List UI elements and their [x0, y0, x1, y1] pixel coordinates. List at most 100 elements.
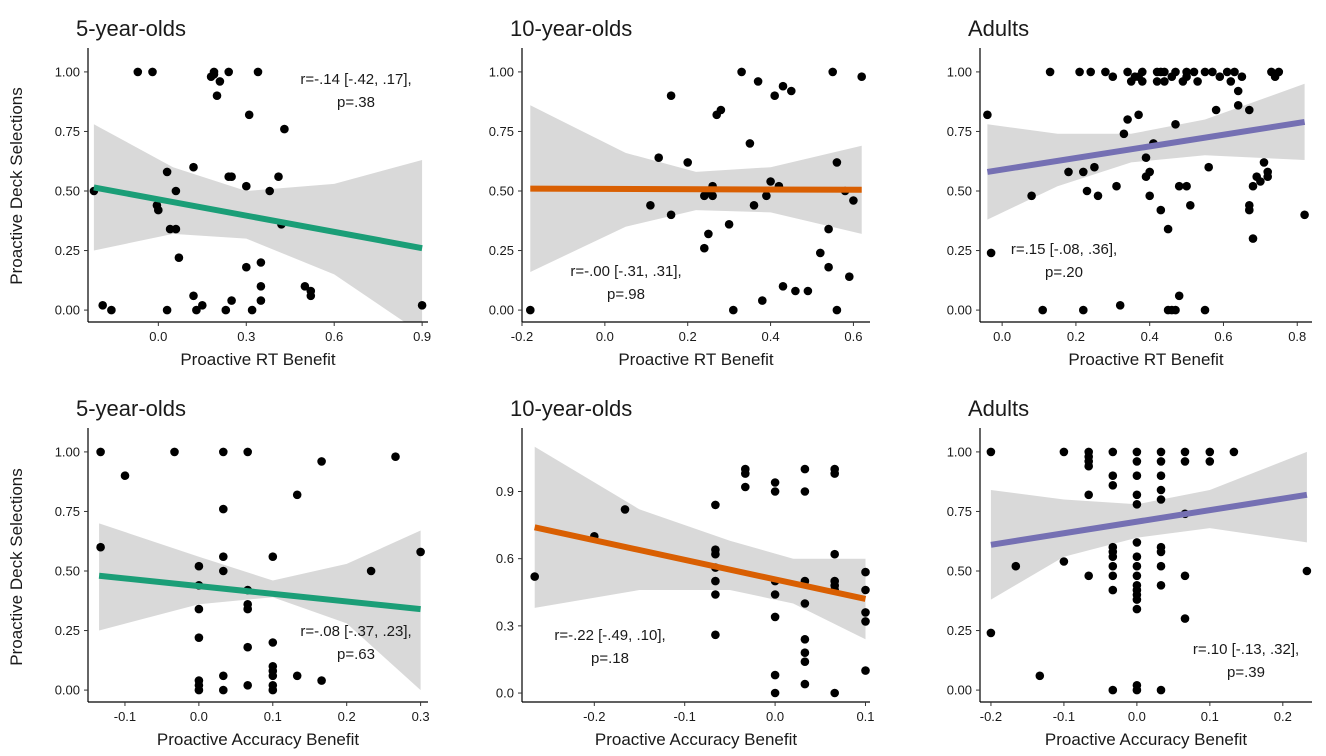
- data-point: [248, 306, 257, 315]
- data-point: [987, 249, 996, 258]
- data-point: [711, 631, 720, 640]
- regression-line: [530, 189, 861, 190]
- data-point: [1109, 572, 1118, 581]
- data-point: [213, 91, 222, 100]
- data-point: [274, 172, 283, 181]
- data-point: [801, 657, 810, 666]
- correlation-annotation: p=.38: [337, 94, 375, 111]
- data-point: [861, 617, 870, 626]
- correlation-annotation: r=-.00 [-.31, .31],: [570, 263, 681, 280]
- y-tick-label: 1.00: [947, 64, 972, 79]
- data-point: [1133, 572, 1142, 581]
- data-point: [1060, 557, 1069, 566]
- chart-panel-1: 0.00 0.25 0.50 0.75 1.00 0.0 0.3 0.6 0.9 5-year-o…: [55, 16, 431, 369]
- data-point: [770, 91, 779, 100]
- data-point: [222, 306, 231, 315]
- data-point: [189, 292, 198, 301]
- x-tick-label: 0.2: [1067, 329, 1085, 344]
- x-tick-label: 0.0: [190, 709, 208, 724]
- data-point: [192, 306, 201, 315]
- panel-title: 5-year-olds: [76, 16, 186, 41]
- plot-area: [90, 68, 427, 334]
- data-point: [801, 465, 810, 474]
- data-point: [845, 272, 854, 281]
- panel-title: 10-year-olds: [510, 16, 632, 41]
- data-point: [746, 139, 755, 148]
- data-point: [175, 253, 184, 262]
- data-point: [1133, 500, 1142, 509]
- data-point: [1160, 77, 1169, 86]
- x-axis-label: Proactive RT Benefit: [618, 350, 774, 369]
- data-point: [779, 82, 788, 91]
- data-point: [711, 590, 720, 599]
- data-point: [771, 671, 780, 680]
- data-point: [1109, 481, 1118, 490]
- data-point: [1263, 172, 1272, 181]
- confidence-ribbon: [535, 447, 866, 640]
- data-point: [704, 230, 713, 239]
- data-point: [1171, 120, 1180, 129]
- data-point: [227, 296, 236, 305]
- data-point: [224, 68, 233, 77]
- data-point: [1245, 106, 1254, 115]
- data-point: [1171, 306, 1180, 315]
- data-point: [163, 168, 172, 177]
- plot-area: [96, 448, 425, 695]
- data-point: [1275, 68, 1284, 77]
- data-point: [1201, 68, 1210, 77]
- data-point: [791, 287, 800, 296]
- data-point: [762, 192, 771, 201]
- x-tick-label: 0.0: [993, 329, 1011, 344]
- plot-area: [983, 68, 1309, 315]
- y-tick-label: 0.75: [55, 504, 80, 519]
- data-point: [1075, 68, 1084, 77]
- data-point: [1133, 686, 1142, 695]
- data-point: [801, 635, 810, 644]
- data-point: [1060, 448, 1069, 457]
- correlation-annotation: r=-.22 [-.49, .10],: [554, 627, 665, 644]
- data-point: [824, 263, 833, 272]
- data-point: [243, 605, 252, 614]
- data-point: [683, 158, 692, 167]
- data-point: [787, 87, 796, 96]
- data-point: [1133, 448, 1142, 457]
- data-point: [293, 672, 302, 681]
- data-point: [1116, 301, 1125, 310]
- data-point: [750, 201, 759, 210]
- data-point: [833, 306, 842, 315]
- data-point: [1094, 192, 1103, 201]
- data-point: [245, 111, 254, 120]
- data-point: [1083, 187, 1092, 196]
- data-point: [833, 158, 842, 167]
- data-point: [983, 111, 992, 120]
- data-point: [1245, 206, 1254, 215]
- data-point: [729, 306, 738, 315]
- data-point: [830, 469, 839, 478]
- data-point: [1036, 672, 1045, 681]
- data-point: [1123, 68, 1132, 77]
- data-point: [1084, 491, 1093, 500]
- data-point: [257, 258, 266, 267]
- data-point: [754, 77, 763, 86]
- data-point: [242, 182, 251, 191]
- data-point: [269, 552, 278, 561]
- data-point: [1206, 448, 1215, 457]
- data-point: [530, 572, 539, 581]
- data-point: [987, 629, 996, 638]
- data-point: [1145, 192, 1154, 201]
- x-tick-label: 0.6: [325, 329, 343, 344]
- data-point: [98, 301, 107, 310]
- x-tick-label: 0.3: [412, 709, 430, 724]
- correlation-annotation: p=.20: [1045, 264, 1083, 281]
- data-point: [1181, 614, 1190, 623]
- data-point: [1079, 168, 1088, 177]
- data-point: [1145, 168, 1154, 177]
- data-point: [1046, 68, 1055, 77]
- data-point: [824, 225, 833, 234]
- y-tick-label: 0.25: [947, 623, 972, 638]
- data-point: [1109, 686, 1118, 695]
- x-axis-label: Proactive Accuracy Benefit: [157, 730, 359, 749]
- y-tick-label: 0.75: [947, 124, 972, 139]
- data-point: [711, 501, 720, 510]
